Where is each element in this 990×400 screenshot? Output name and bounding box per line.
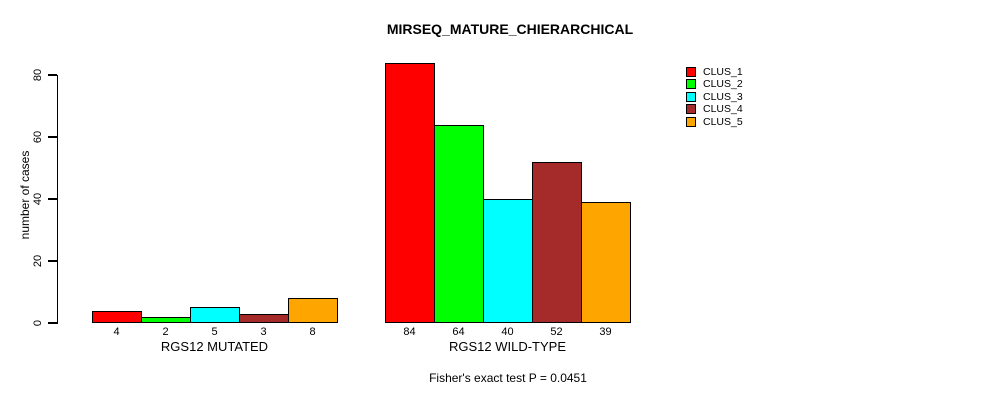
y-tick-label: 60 (32, 130, 44, 144)
bar-value-label: 52 (550, 326, 563, 338)
chart-title: MIRSEQ_MATURE_CHIERARCHICAL (386, 21, 634, 37)
y-axis-label: number of cases (18, 150, 32, 240)
bar-value-label: 84 (403, 326, 416, 338)
bar (385, 63, 435, 323)
bar (434, 125, 484, 323)
legend-swatch (686, 116, 696, 127)
legend-swatch (686, 91, 696, 102)
legend-label: CLUS_5 (703, 115, 743, 128)
y-tick-mark (47, 260, 57, 262)
legend-swatch (686, 79, 696, 89)
y-tick-label: 40 (32, 192, 44, 206)
bar-value-label: 3 (260, 326, 267, 338)
bar (92, 311, 142, 323)
annotation-text: Fisher's exact test P = 0.0451 (429, 371, 587, 385)
legend-label: CLUS_2 (703, 78, 743, 90)
x-group-label: RGS12 WILD-TYPE (448, 339, 567, 354)
x-group-label: RGS12 MUTATED (160, 339, 269, 354)
legend-label: CLUS_3 (703, 90, 743, 103)
y-tick-mark (47, 74, 57, 76)
bar-value-label: 39 (599, 326, 612, 338)
bar-value-label: 40 (501, 326, 514, 338)
bar (581, 202, 631, 323)
bar-value-label: 5 (211, 326, 218, 338)
y-tick-label: 20 (32, 254, 44, 268)
legend-swatch (686, 66, 696, 77)
y-tick-label: 0 (32, 319, 44, 327)
legend-label: CLUS_1 (703, 65, 743, 78)
bar (288, 298, 338, 323)
y-tick-mark (47, 136, 57, 138)
y-tick-label: 80 (32, 68, 44, 82)
bar-value-label: 64 (452, 326, 465, 338)
bar (141, 317, 191, 323)
bar-value-label: 8 (309, 326, 316, 338)
bar (483, 199, 533, 323)
bar-value-label: 4 (113, 326, 120, 338)
bar (190, 307, 240, 323)
legend-swatch (686, 104, 696, 114)
y-tick-mark (47, 198, 57, 200)
bar (239, 314, 289, 323)
y-tick-mark (47, 322, 57, 324)
bar-value-label: 2 (162, 326, 169, 338)
legend-label: CLUS_4 (703, 103, 743, 115)
y-axis-line (56, 75, 58, 324)
bar (532, 162, 582, 323)
